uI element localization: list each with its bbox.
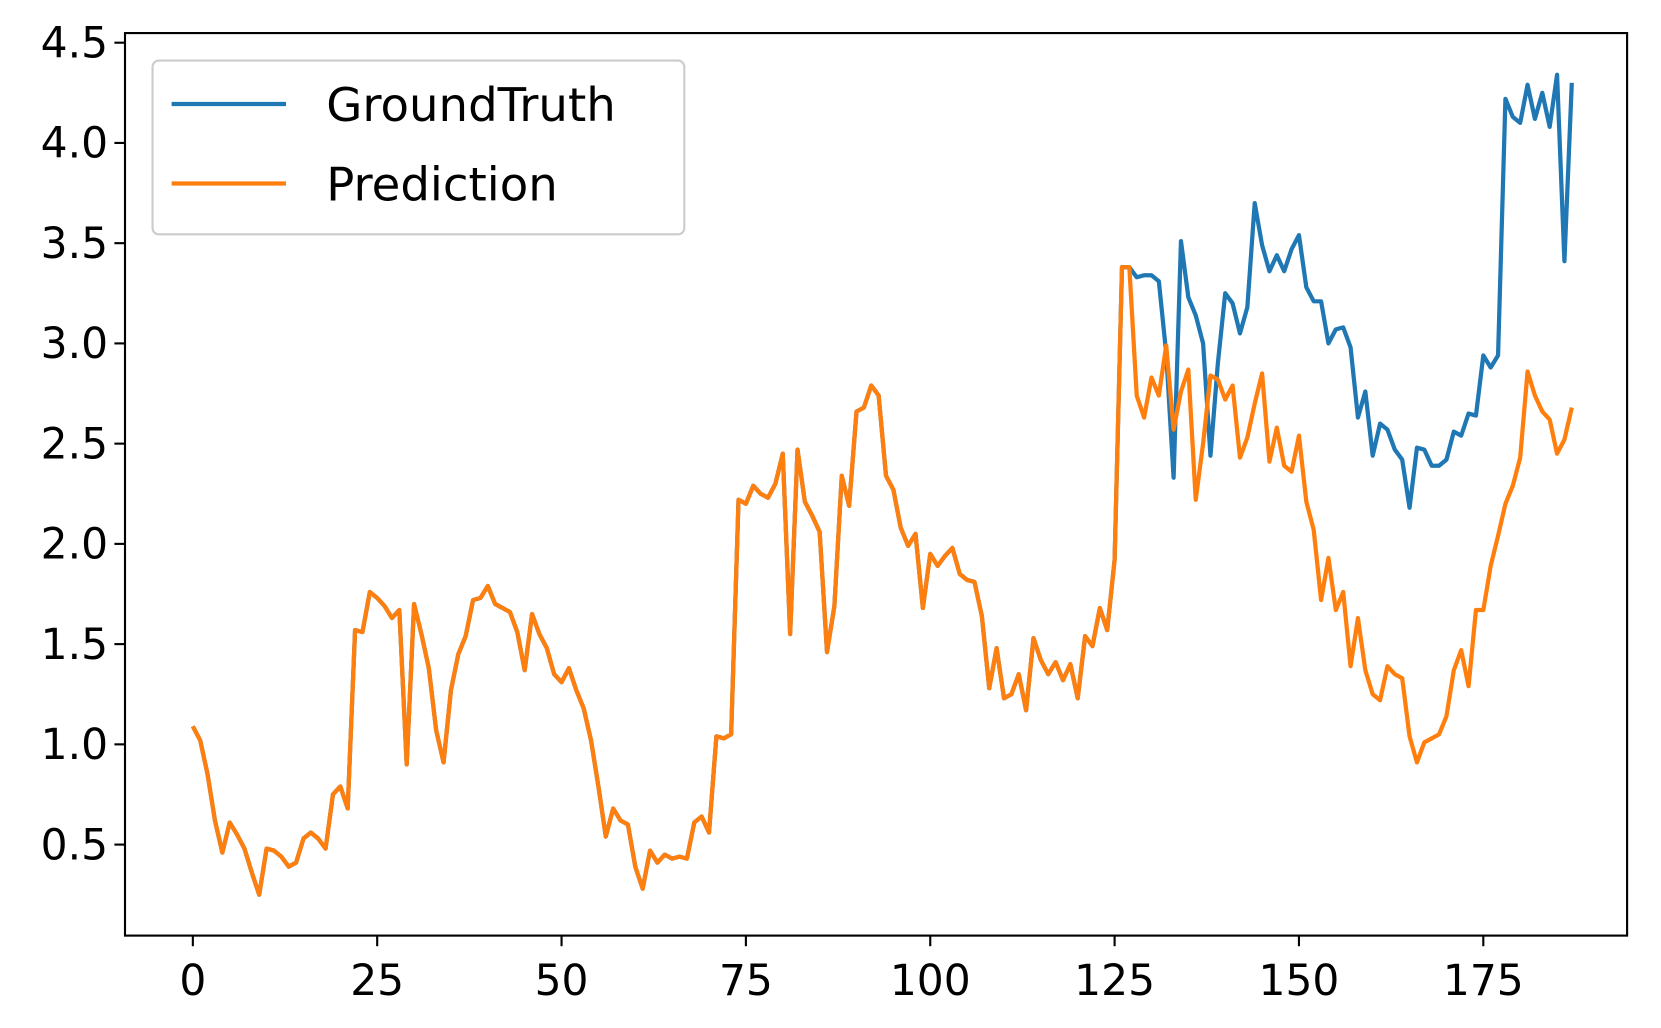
plot-frame	[123, 32, 1629, 937]
x-tick-label: 25	[350, 956, 404, 1005]
y-tick-label: 3.0	[41, 319, 108, 368]
y-tick-label: 2.5	[41, 419, 108, 468]
legend-label: Prediction	[326, 157, 557, 211]
y-tick-label: 1.0	[41, 720, 108, 769]
y-tick-label: 4.0	[41, 119, 108, 168]
legend: GroundTruth Prediction	[151, 59, 686, 236]
y-tick-label: 2.0	[41, 520, 108, 569]
x-tick-label: 100	[890, 956, 971, 1005]
x-tick-label: 175	[1443, 956, 1524, 1005]
x-tick-label: 0	[179, 956, 206, 1005]
legend-label: GroundTruth	[326, 78, 615, 132]
x-tick-label: 125	[1074, 956, 1155, 1005]
y-tick-label: 4.5	[41, 19, 108, 68]
x-tick-label: 50	[535, 956, 589, 1005]
y-tick-label: 1.5	[41, 620, 108, 669]
x-tick-label: 150	[1259, 956, 1340, 1005]
y-tick-label: 3.5	[41, 219, 108, 268]
data-line	[190, 265, 1574, 897]
y-tick-label: 0.5	[41, 820, 108, 869]
x-tick-label: 75	[719, 956, 773, 1005]
